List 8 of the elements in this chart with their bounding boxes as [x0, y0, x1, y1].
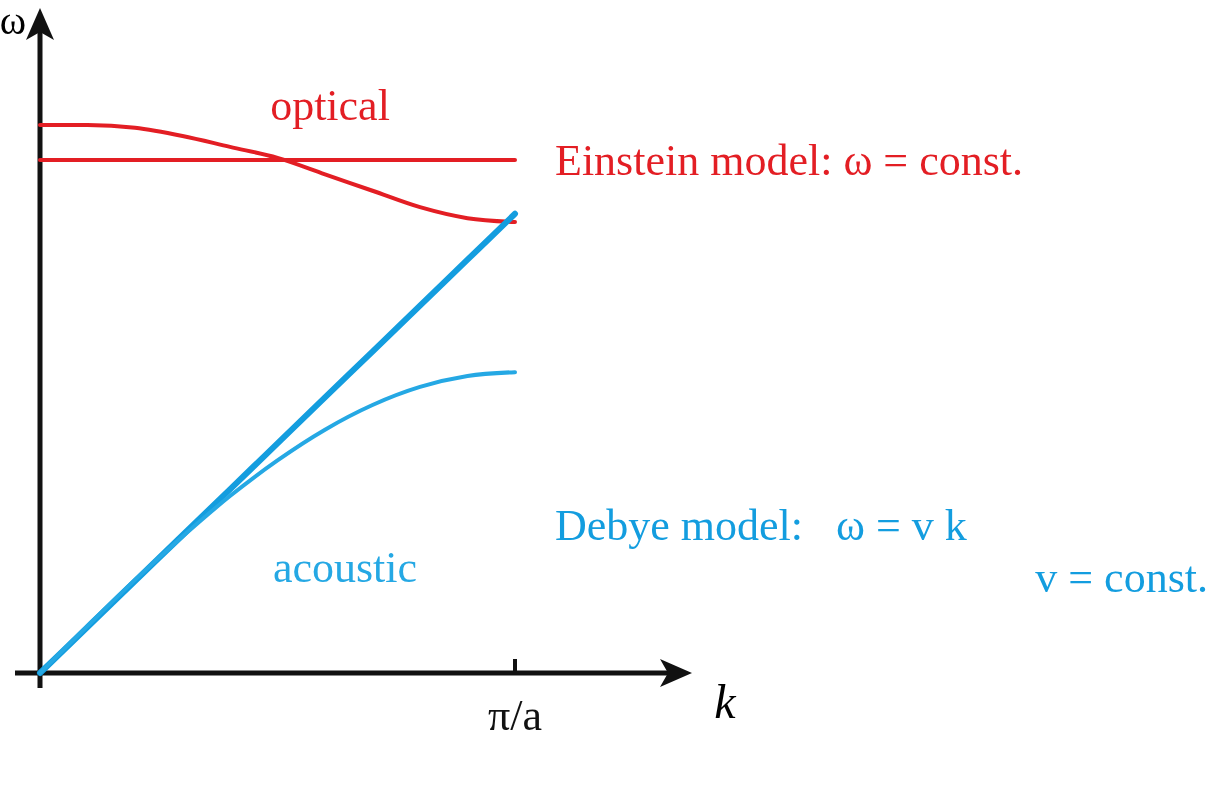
- y-axis-title: ω: [0, 0, 27, 43]
- series-label: acoustic: [272, 543, 418, 592]
- text: v = const.: [1035, 553, 1208, 602]
- text: π/a: [488, 691, 542, 740]
- series-label: optical: [270, 81, 390, 130]
- text: Debye model: ω = v k: [555, 501, 967, 550]
- x-axis-title: k: [714, 675, 738, 728]
- series-label: Einstein model: ω = const.: [555, 136, 1024, 185]
